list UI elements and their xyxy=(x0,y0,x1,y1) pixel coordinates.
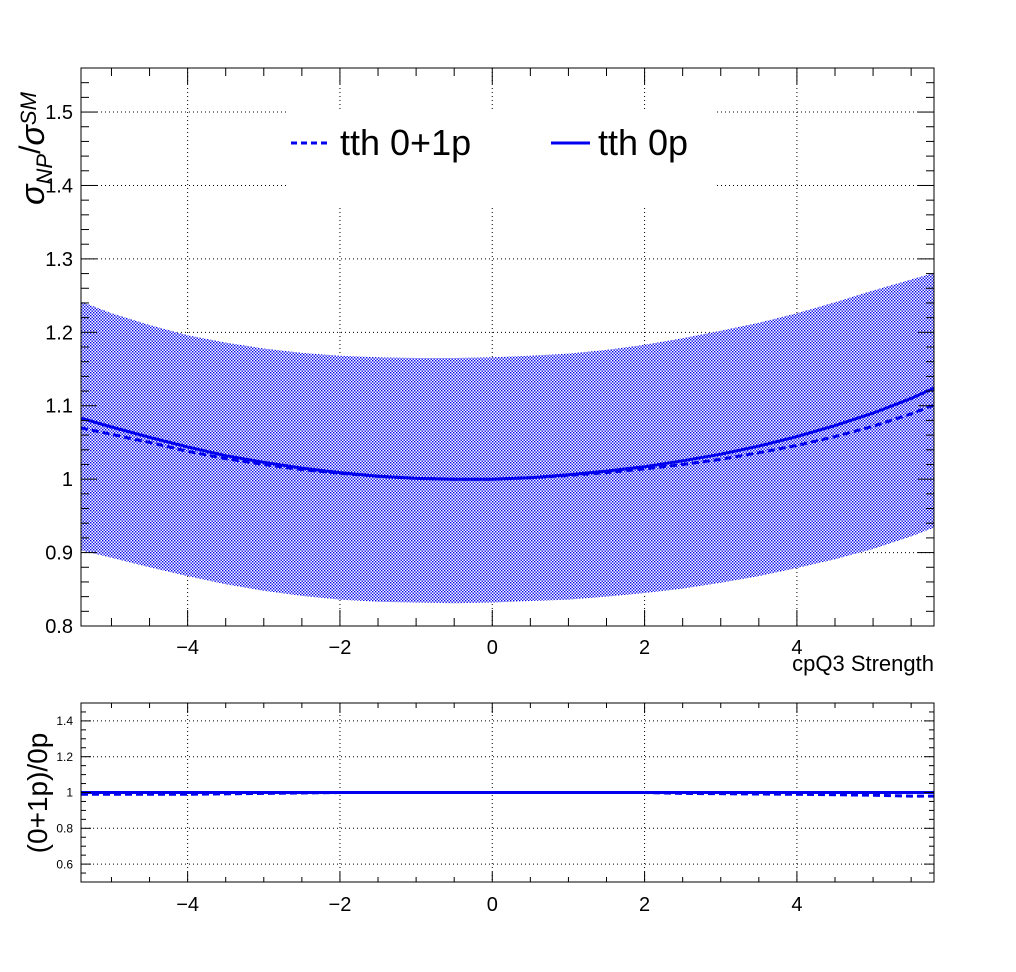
y-label-sub-sm: SM xyxy=(16,91,41,125)
y-tick-label: 0.8 xyxy=(45,616,73,638)
y-tick-label: 1 xyxy=(66,786,73,800)
y-label-sub-np: NP xyxy=(32,154,57,185)
x-tick-label: 0 xyxy=(487,894,498,916)
x-tick-label: −4 xyxy=(176,637,199,659)
ratio-x-tick-labels: −4 −2 0 2 4 xyxy=(176,894,802,916)
y-label-slash: / xyxy=(14,145,47,154)
series-line-tth-0p xyxy=(81,386,934,481)
y-label-sigma-sm: σ xyxy=(14,124,52,146)
legend-label-0plus1p: tth 0+1p xyxy=(340,122,471,163)
y-tick-label: 0.9 xyxy=(45,543,73,565)
y-tick-label: 1.2 xyxy=(56,750,73,764)
main-series-layer xyxy=(81,386,934,481)
y-tick-label: 0.6 xyxy=(56,857,73,871)
x-tick-label: −2 xyxy=(329,894,352,916)
legend-label-0p: tth 0p xyxy=(598,122,688,163)
x-tick-label: 0 xyxy=(487,637,498,659)
main-x-tick-labels: −4 −2 0 2 4 xyxy=(176,637,802,659)
x-tick-label: 4 xyxy=(791,637,802,659)
legend-box xyxy=(287,110,717,205)
y-label-sigma-np: σ xyxy=(14,183,52,205)
y-tick-label: 1 xyxy=(62,469,73,491)
main-axis-ticks xyxy=(81,67,934,627)
x-tick-label: 4 xyxy=(791,894,802,916)
y-tick-label: 1.5 xyxy=(45,102,73,124)
ratio-panel: −4 −2 0 2 4 0.6 0.8 1 1.2 1.4 (0+1p)/0p xyxy=(22,702,935,916)
main-y-tick-labels: 0.8 0.9 1 1.1 1.2 1.3 1.4 1.5 xyxy=(45,102,73,638)
y-tick-label: 1.4 xyxy=(45,175,73,197)
legend: tth 0+1p tth 0p xyxy=(291,122,688,163)
uncertainty-band-layer xyxy=(81,272,934,604)
y-tick-label: 0.8 xyxy=(56,822,73,836)
x-tick-label: −2 xyxy=(329,637,352,659)
x-tick-label: 2 xyxy=(639,637,650,659)
uncertainty-band xyxy=(81,272,934,604)
ratio-y-tick-labels: 0.6 0.8 1 1.2 1.4 xyxy=(56,714,73,871)
x-tick-label: 2 xyxy=(639,894,650,916)
y-axis-label-text: σNP/σSM xyxy=(14,91,57,205)
y-tick-label: 1.4 xyxy=(56,714,73,728)
main-panel: tth 0+1p tth 0p −4 −2 0 2 4 0.8 0.9 1 1.1 1.2 1.3… xyxy=(14,67,935,676)
ratio-axis-ticks xyxy=(81,702,934,883)
ratio-y-axis-label: (0+1p)/0p xyxy=(22,733,53,854)
x-tick-label: −4 xyxy=(176,894,199,916)
x-axis-label: cpQ3 Strength xyxy=(792,651,934,676)
y-tick-label: 1.1 xyxy=(45,396,73,418)
ratio-series-layer xyxy=(81,791,934,798)
y-tick-label: 1.2 xyxy=(45,322,73,344)
y-tick-label: 1.3 xyxy=(45,249,73,271)
y-axis-label: σNP/σSM xyxy=(14,91,57,205)
